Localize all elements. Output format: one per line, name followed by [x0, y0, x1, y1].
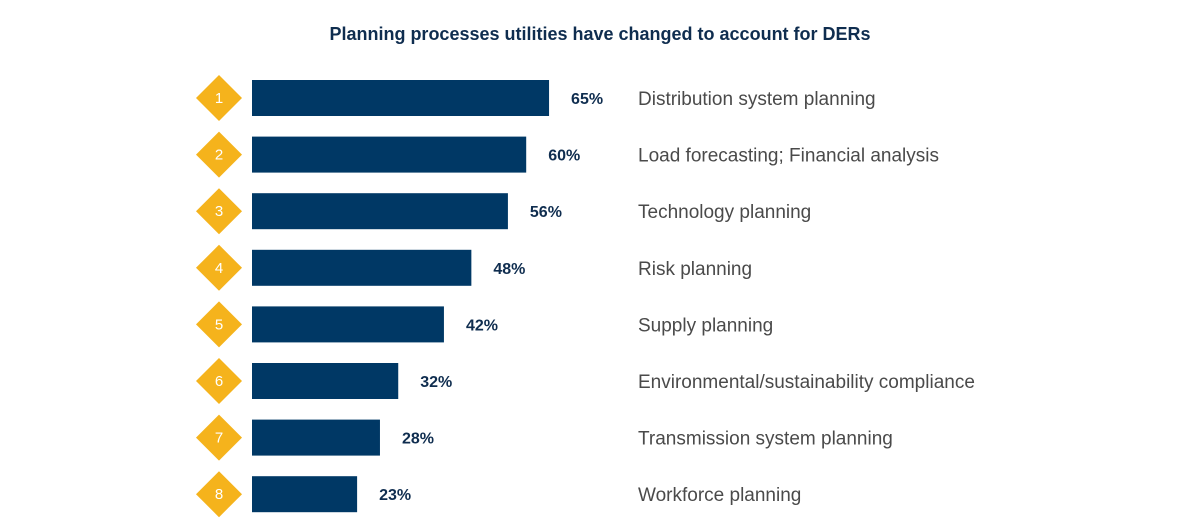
rank-number: 4 — [215, 260, 223, 277]
rank-marker-diamond — [196, 301, 242, 348]
bar — [252, 306, 444, 343]
rank-number: 1 — [215, 90, 223, 107]
bar — [252, 80, 550, 116]
rank-number: 2 — [215, 147, 223, 164]
value-label: 60% — [548, 148, 580, 165]
rank-marker-diamond — [196, 471, 242, 518]
rank-number: 8 — [215, 486, 223, 503]
value-label: 23% — [379, 487, 411, 504]
category-label: Workforce planning — [638, 485, 801, 506]
bar — [252, 136, 527, 173]
category-label: Load forecasting; Financial analysis — [638, 146, 939, 167]
value-label: 48% — [493, 261, 525, 278]
rank-marker-diamond — [196, 131, 242, 178]
category-label: Transmission system planning — [638, 429, 893, 450]
category-label: Supply planning — [638, 315, 773, 336]
value-label: 32% — [420, 374, 452, 391]
category-label: Environmental/sustainability compliance — [638, 372, 975, 393]
value-label: 65% — [571, 91, 603, 108]
rank-number: 5 — [215, 316, 223, 333]
bar — [252, 419, 380, 456]
rank-marker-diamond — [196, 244, 242, 291]
rank-marker-diamond — [196, 75, 242, 121]
rank-marker-diamond — [196, 188, 242, 235]
rank-number: 7 — [215, 430, 223, 447]
value-label: 42% — [466, 317, 498, 334]
chart-title: Planning processes utilities have change… — [329, 24, 871, 44]
value-label: 56% — [530, 204, 562, 221]
rank-marker-diamond — [196, 358, 242, 404]
bar — [252, 249, 472, 286]
bar — [252, 363, 399, 399]
category-label: Distribution system planning — [638, 89, 876, 110]
rank-marker-diamond — [196, 414, 242, 461]
bar — [252, 193, 508, 230]
rank-number: 3 — [215, 203, 223, 220]
value-label: 28% — [402, 431, 434, 448]
category-label: Risk planning — [638, 259, 752, 280]
bar — [252, 476, 358, 513]
rank-number: 6 — [215, 373, 223, 390]
category-label: Technology planning — [638, 202, 811, 223]
